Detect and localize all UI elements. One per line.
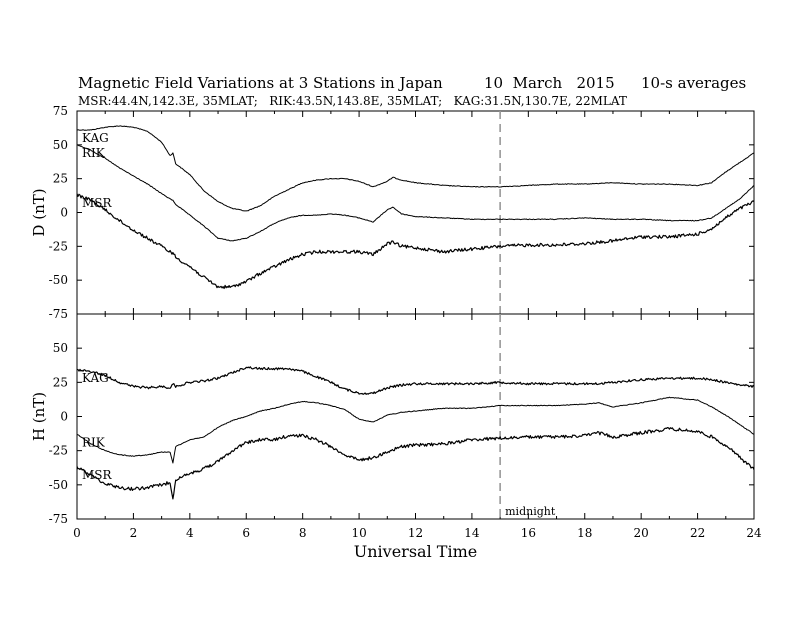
series-label-top-msr: MSR <box>82 196 113 210</box>
x-tick-label: 6 <box>242 526 250 540</box>
y-tick-label-top: 25 <box>53 172 68 186</box>
x-tick-label: 18 <box>577 526 592 540</box>
x-tick-label: 12 <box>408 526 423 540</box>
x-tick-label: 0 <box>73 526 81 540</box>
y-tick-label-top: -75 <box>49 307 68 321</box>
x-axis-label: Universal Time <box>354 542 477 561</box>
panel-frame-top <box>76 110 755 315</box>
series-label-top-rik: RIK <box>82 146 106 160</box>
x-tick-label: 14 <box>464 526 480 540</box>
y-tick-label-top: 50 <box>53 138 68 152</box>
series-line-bottom-msr <box>76 427 755 500</box>
midnight-label: midnight <box>505 505 556 518</box>
y-tick-label-top: -25 <box>49 239 68 253</box>
series-line-top-msr <box>76 193 755 290</box>
y-tick-label-bottom: 50 <box>53 341 68 355</box>
x-tick-label: 22 <box>690 526 705 540</box>
x-tick-label: 20 <box>634 526 649 540</box>
x-tick-label: 16 <box>521 526 536 540</box>
series-line-top-kag <box>76 125 755 212</box>
x-tick-label: 10 <box>351 526 366 540</box>
x-tick-label: 2 <box>130 526 138 540</box>
x-tick-label: 8 <box>299 526 307 540</box>
y-tick-label-bottom: -50 <box>49 478 68 492</box>
chart-title-date: 10 March 2015 <box>484 74 615 92</box>
y-tick-label-bottom: -75 <box>49 512 68 526</box>
chart-subtitle: MSR:44.4N,142.3E, 35MLAT; RIK:43.5N,143.… <box>78 94 627 108</box>
series-line-bottom-kag <box>76 366 755 395</box>
series-label-bottom-rik: RIK <box>82 435 106 449</box>
chart-title-right: 10-s averages <box>641 74 746 92</box>
series-label-bottom-msr: MSR <box>82 468 113 482</box>
series-label-top-kag: KAG <box>82 131 109 145</box>
y-tick-label-top: -50 <box>49 273 68 287</box>
y-axis-label-bottom: H (nT) <box>30 392 48 441</box>
panel-frame-bottom <box>76 313 755 520</box>
y-axis-label-top: D (nT) <box>30 188 48 236</box>
x-tick-label: 24 <box>746 526 762 540</box>
series-line-top-rik <box>76 144 755 242</box>
y-tick-label-top: 75 <box>53 104 68 118</box>
chart-title-left: Magnetic Field Variations at 3 Stations … <box>78 74 443 92</box>
y-tick-label-bottom: 25 <box>53 375 68 389</box>
x-tick-label: 4 <box>186 526 194 540</box>
y-tick-label-top: 0 <box>60 206 68 220</box>
series-label-bottom-kag: KAG <box>82 371 109 385</box>
y-tick-label-bottom: -25 <box>49 444 68 458</box>
series-line-bottom-rik <box>76 396 755 464</box>
y-tick-label-bottom: 0 <box>60 410 68 424</box>
